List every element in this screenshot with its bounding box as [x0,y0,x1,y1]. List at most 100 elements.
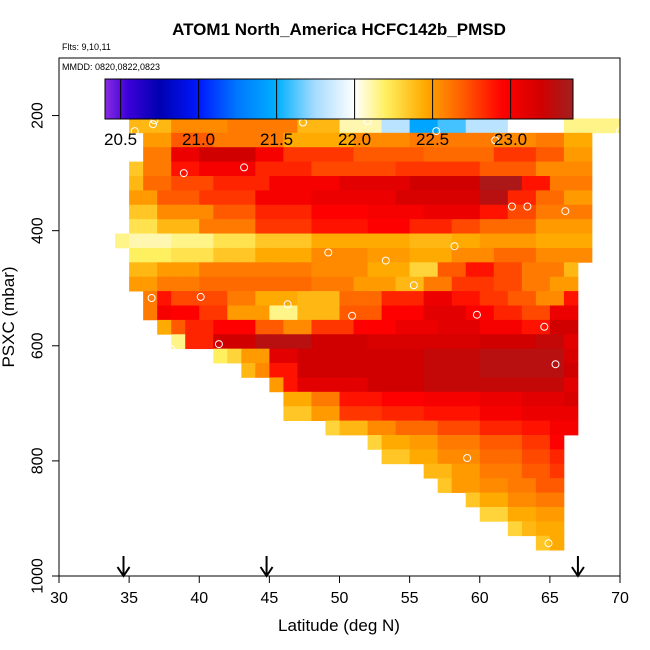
heatmap-cell [171,319,186,335]
heatmap-cell [493,291,509,306]
heatmap-cell [171,204,186,220]
heatmap-cell [507,506,523,522]
heatmap-cell [353,334,368,350]
heatmap-cell [535,276,551,292]
heatmap-cell [143,233,158,249]
heatmap-cell [241,175,256,191]
heatmap-cell [283,219,298,234]
sample-point [551,360,560,369]
heatmap-cell [507,434,523,450]
heatmap-cell [297,147,312,162]
heatmap-cell [325,420,340,436]
heatmap-cell [479,449,495,465]
heatmap-cell [423,305,439,321]
heatmap-cell [241,204,256,220]
heatmap-cell [521,276,537,292]
heatmap-cell [255,219,270,234]
heatmap-cell [199,334,214,350]
sample-point [324,248,333,257]
heatmap-cell [213,348,228,364]
heatmap-cell [465,463,481,479]
y-axis: 200 400 600 800 1000 [30,102,59,594]
heatmap-cell [451,118,467,134]
sample-point [147,294,156,302]
heatmap-cell [395,363,411,378]
heatmap-cell [367,406,382,421]
heatmap-cell [521,161,537,177]
heatmap-cell [241,276,256,292]
heatmap-cell [493,190,509,206]
heatmap-cell [493,492,509,508]
heatmap-cell [283,161,298,177]
heatmap-cell [479,334,495,350]
heatmap-cell [549,521,565,537]
heatmap-cell [465,305,481,321]
heatmap-cell [367,291,382,306]
heatmap-cell [213,190,228,206]
heatmap-cell [395,132,411,148]
x-tick-label: 70 [611,590,629,607]
heatmap-cell [353,132,368,148]
heatmap-cell [479,233,495,249]
heatmap-cell [129,190,144,206]
heatmap-cell [143,247,158,263]
heatmap-cell [521,348,537,364]
heatmap-cell [437,175,453,191]
heatmap-cell [171,334,186,350]
heatmap-cell [479,132,495,148]
heatmap-cell [199,132,214,148]
heatmap-cell [367,363,382,378]
heatmap-cell [241,190,256,206]
heatmap-cell [325,147,340,162]
heatmap-cell [283,276,298,292]
heatmap-cell [479,219,495,234]
heatmap-cell [171,132,186,148]
heatmap-cell [395,291,411,306]
heatmap-cell [409,334,425,350]
flight-marker-arrowhead [571,566,585,578]
heatmap-cell [381,276,396,292]
heatmap-cell [535,262,551,278]
heatmap-cell [311,118,326,134]
heatmap-cell [409,291,425,306]
heatmap-cell [353,319,368,335]
heatmap-cell [409,175,425,191]
heatmap-cell [535,420,551,436]
heatmap-cell [199,219,214,234]
heatmap-cell [171,233,186,249]
heatmap-cell [381,334,396,350]
heatmap-cell [409,449,425,465]
heatmap-cell [535,319,551,335]
heatmap-cell [535,147,551,162]
heatmap-cell [283,262,298,278]
heatmap-cell [563,190,579,206]
heatmap-cell [227,291,242,306]
x-tick-label: 35 [120,590,138,607]
heatmap-cell [451,420,467,436]
heatmap-cell [339,118,354,134]
heatmap-cell [409,319,425,335]
heatmap-cell [479,291,495,306]
heatmap-cell [507,175,523,191]
heatmap-cell [367,175,382,191]
heatmap-cell [465,204,481,220]
heatmap-cell [269,319,284,335]
heatmap-cell [339,334,354,350]
heatmap-cell [185,161,200,177]
heatmap-cell [255,334,270,350]
heatmap-cell [549,247,565,263]
heatmap-cell [297,406,312,421]
flight-marker-arrowhead [116,566,131,578]
heatmap-cell [493,118,509,134]
heatmap-cell [465,132,481,148]
colorbar-tick-label: 21.5 [260,130,293,149]
heatmap-cell [325,175,340,191]
heatmap-cell [185,291,200,306]
colorbar-tick-label: 23.0 [494,130,527,149]
heatmap-cell [381,190,396,206]
heatmap-cell [549,535,565,551]
heatmap-cell [437,233,453,249]
heatmap-cell [157,262,172,278]
heatmap-cell [381,161,396,177]
colorbar-tick-label: 22.5 [416,130,449,149]
